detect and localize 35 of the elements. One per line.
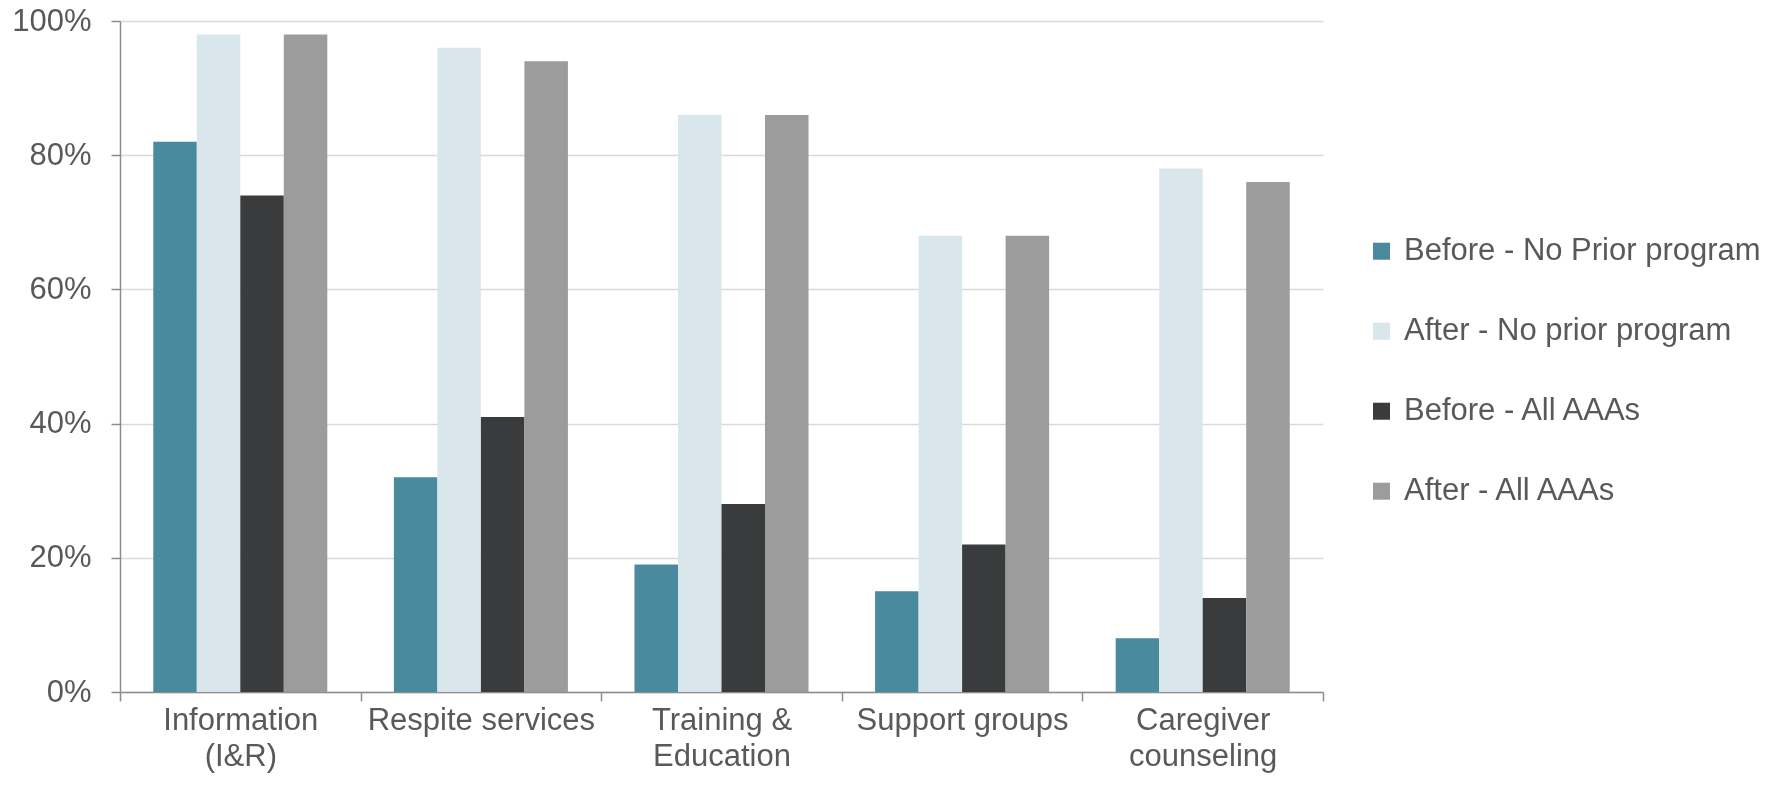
bar <box>875 591 919 692</box>
y-tick-label: 0% <box>46 673 92 709</box>
bar <box>677 114 722 692</box>
y-tick-label: 20% <box>29 539 92 575</box>
bar <box>962 544 1006 692</box>
bar <box>634 564 678 692</box>
bar <box>283 34 328 692</box>
bar <box>240 195 284 692</box>
x-tick-label: Support groups <box>856 701 1069 737</box>
x-tick-label: Training & Education <box>651 701 793 773</box>
legend-label: After - No prior program <box>1404 312 1732 348</box>
bar <box>1202 598 1247 692</box>
bar <box>524 61 568 692</box>
x-tick-label: Caregiver counseling <box>1129 701 1278 773</box>
legend-label: After - All AAAs <box>1404 472 1615 508</box>
bar <box>918 235 963 692</box>
x-tick-label: Respite services <box>367 701 596 737</box>
bar <box>393 477 438 692</box>
bar <box>1005 235 1050 692</box>
y-tick-label: 60% <box>29 270 92 306</box>
bar <box>1159 168 1203 692</box>
bar <box>1246 182 1290 692</box>
y-tick-label: 80% <box>29 136 92 172</box>
y-tick-label: 40% <box>29 405 92 441</box>
legend-label: Before - All AAAs <box>1404 392 1641 428</box>
bar <box>153 141 197 692</box>
y-tick-label: 100% <box>12 2 92 38</box>
bar <box>721 504 766 692</box>
bar <box>480 416 525 692</box>
bar <box>437 47 481 692</box>
bar <box>765 114 809 692</box>
bar <box>1115 638 1160 692</box>
bar <box>196 34 241 692</box>
x-tick-label: Information (I&R) <box>163 701 319 773</box>
legend-label: Before - No Prior program <box>1404 232 1761 268</box>
